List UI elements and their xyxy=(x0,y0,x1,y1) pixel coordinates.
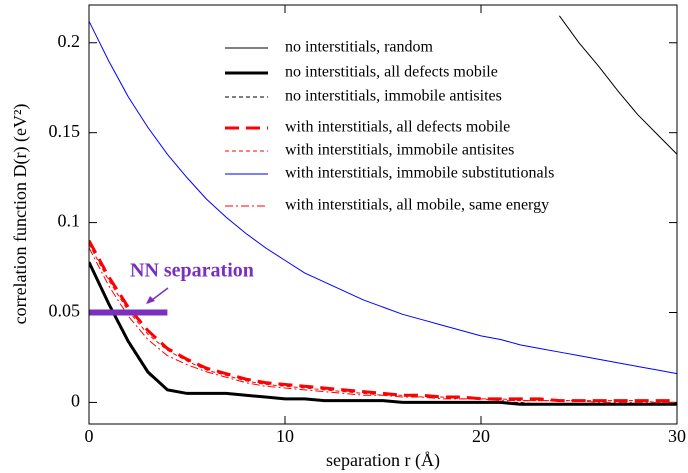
legend-label: no interstitials, immobile antisites xyxy=(285,88,502,105)
nn-separation-label: NN separation xyxy=(130,260,254,282)
series-line xyxy=(558,15,677,155)
series-line xyxy=(89,20,677,375)
series-line xyxy=(89,239,677,403)
y-axis-label: correlation function D(r) (eV²) xyxy=(10,104,31,325)
y-tick-label: 0.05 xyxy=(49,301,81,321)
y-tick-label: 0.2 xyxy=(58,31,81,51)
legend-label: with interstitials, all defects mobile xyxy=(285,119,510,136)
x-axis-label: separation r (Å) xyxy=(326,450,440,471)
legend-label: with interstitials, all mobile, same ene… xyxy=(285,197,549,214)
legend-label: no interstitials, random xyxy=(285,39,434,56)
x-tick-label: 30 xyxy=(668,426,686,446)
legend-label: with interstitials, immobile substitutio… xyxy=(285,165,554,182)
series-line xyxy=(89,261,677,406)
series-line xyxy=(89,243,677,403)
plot-frame xyxy=(88,4,678,425)
x-tick-label: 20 xyxy=(472,426,490,446)
y-tick-label: 0.15 xyxy=(49,121,81,141)
series-line xyxy=(89,263,677,405)
legend-label: with interstitials, immobile antisites xyxy=(285,142,514,159)
x-tick-label: 10 xyxy=(276,426,294,446)
legend-label: no interstitials, all defects mobile xyxy=(285,64,498,81)
y-tick-label: 0 xyxy=(71,391,80,411)
nn-arrow-head xyxy=(146,296,155,304)
series-line xyxy=(89,247,677,403)
y-tick-label: 0.1 xyxy=(58,211,81,231)
x-tick-label: 0 xyxy=(85,426,94,446)
